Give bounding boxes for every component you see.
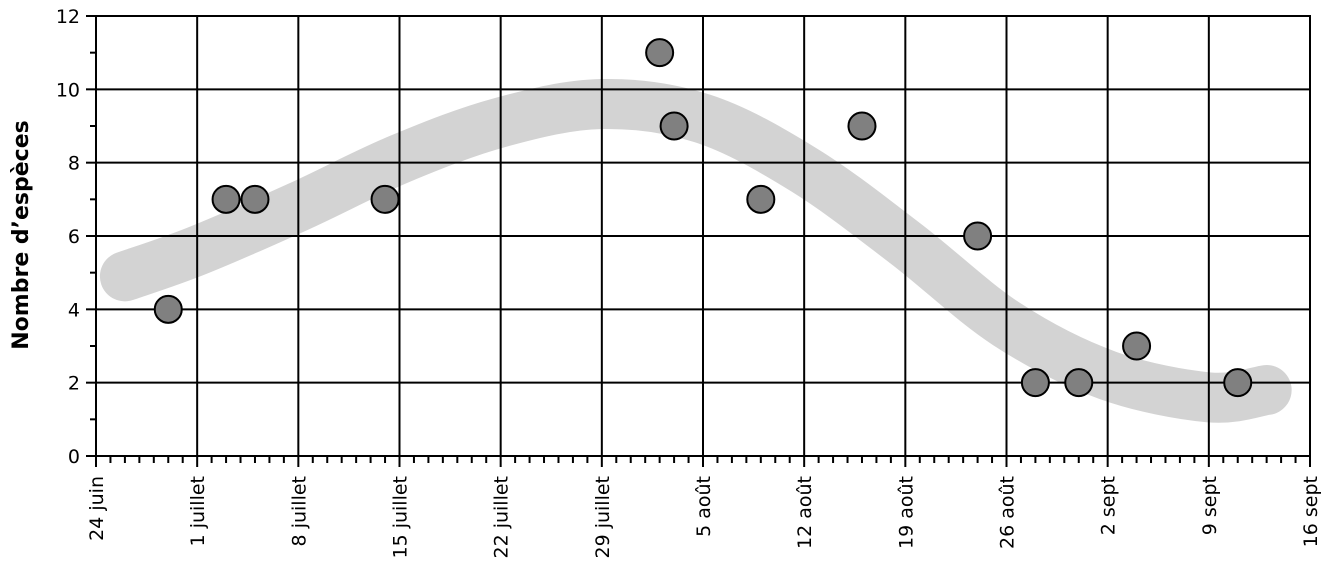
data-point	[659, 111, 689, 141]
x-tick-label: 1 juillet	[187, 476, 209, 546]
data-point	[240, 184, 270, 214]
x-tick-label: 5 août	[693, 476, 715, 537]
y-tick-label: 0	[68, 446, 80, 468]
y-tick-label: 8	[68, 153, 80, 175]
data-point	[645, 38, 675, 68]
x-tick-label: 19 août	[895, 476, 917, 549]
data-point	[1122, 331, 1152, 361]
y-tick-label: 4	[68, 299, 80, 321]
y-tick-label: 12	[56, 6, 80, 28]
trend-band-layer	[99, 78, 1292, 423]
grid-layer	[95, 15, 1311, 457]
x-tick-label: 24 juin	[86, 476, 108, 541]
data-point	[847, 111, 877, 141]
x-tick-label: 2 sept	[1098, 476, 1120, 535]
x-tick-label: 16 sept	[1300, 476, 1322, 547]
x-tick-label: 22 juillet	[491, 476, 513, 559]
x-tick-label: 29 juillet	[592, 476, 614, 559]
data-point	[1223, 368, 1253, 398]
data-point	[963, 221, 993, 251]
data-point	[746, 184, 776, 214]
axis-layer	[86, 15, 1311, 467]
data-points	[153, 38, 1253, 398]
y-tick-label: 2	[68, 373, 80, 395]
x-tick-label: 26 août	[997, 476, 1019, 549]
y-axis-title: Nombre d’espèces	[9, 120, 34, 349]
trend-band	[99, 78, 1292, 423]
x-tick-label: 15 juillet	[390, 476, 412, 559]
data-point	[370, 184, 400, 214]
y-tick-label: 6	[68, 226, 80, 248]
x-tick-label: 12 août	[794, 476, 816, 549]
x-tick-label: 9 sept	[1199, 476, 1221, 535]
tick-labels: 0 2 4 6 8 10 12 24 juin 1 juillet 8 juillet 15 jui…	[56, 6, 1322, 559]
data-point	[1064, 368, 1094, 398]
x-tick-label: 8 juillet	[288, 476, 310, 546]
data-point	[211, 184, 241, 214]
data-point	[1020, 368, 1050, 398]
y-tick-label: 10	[56, 79, 80, 101]
data-point	[153, 294, 183, 324]
